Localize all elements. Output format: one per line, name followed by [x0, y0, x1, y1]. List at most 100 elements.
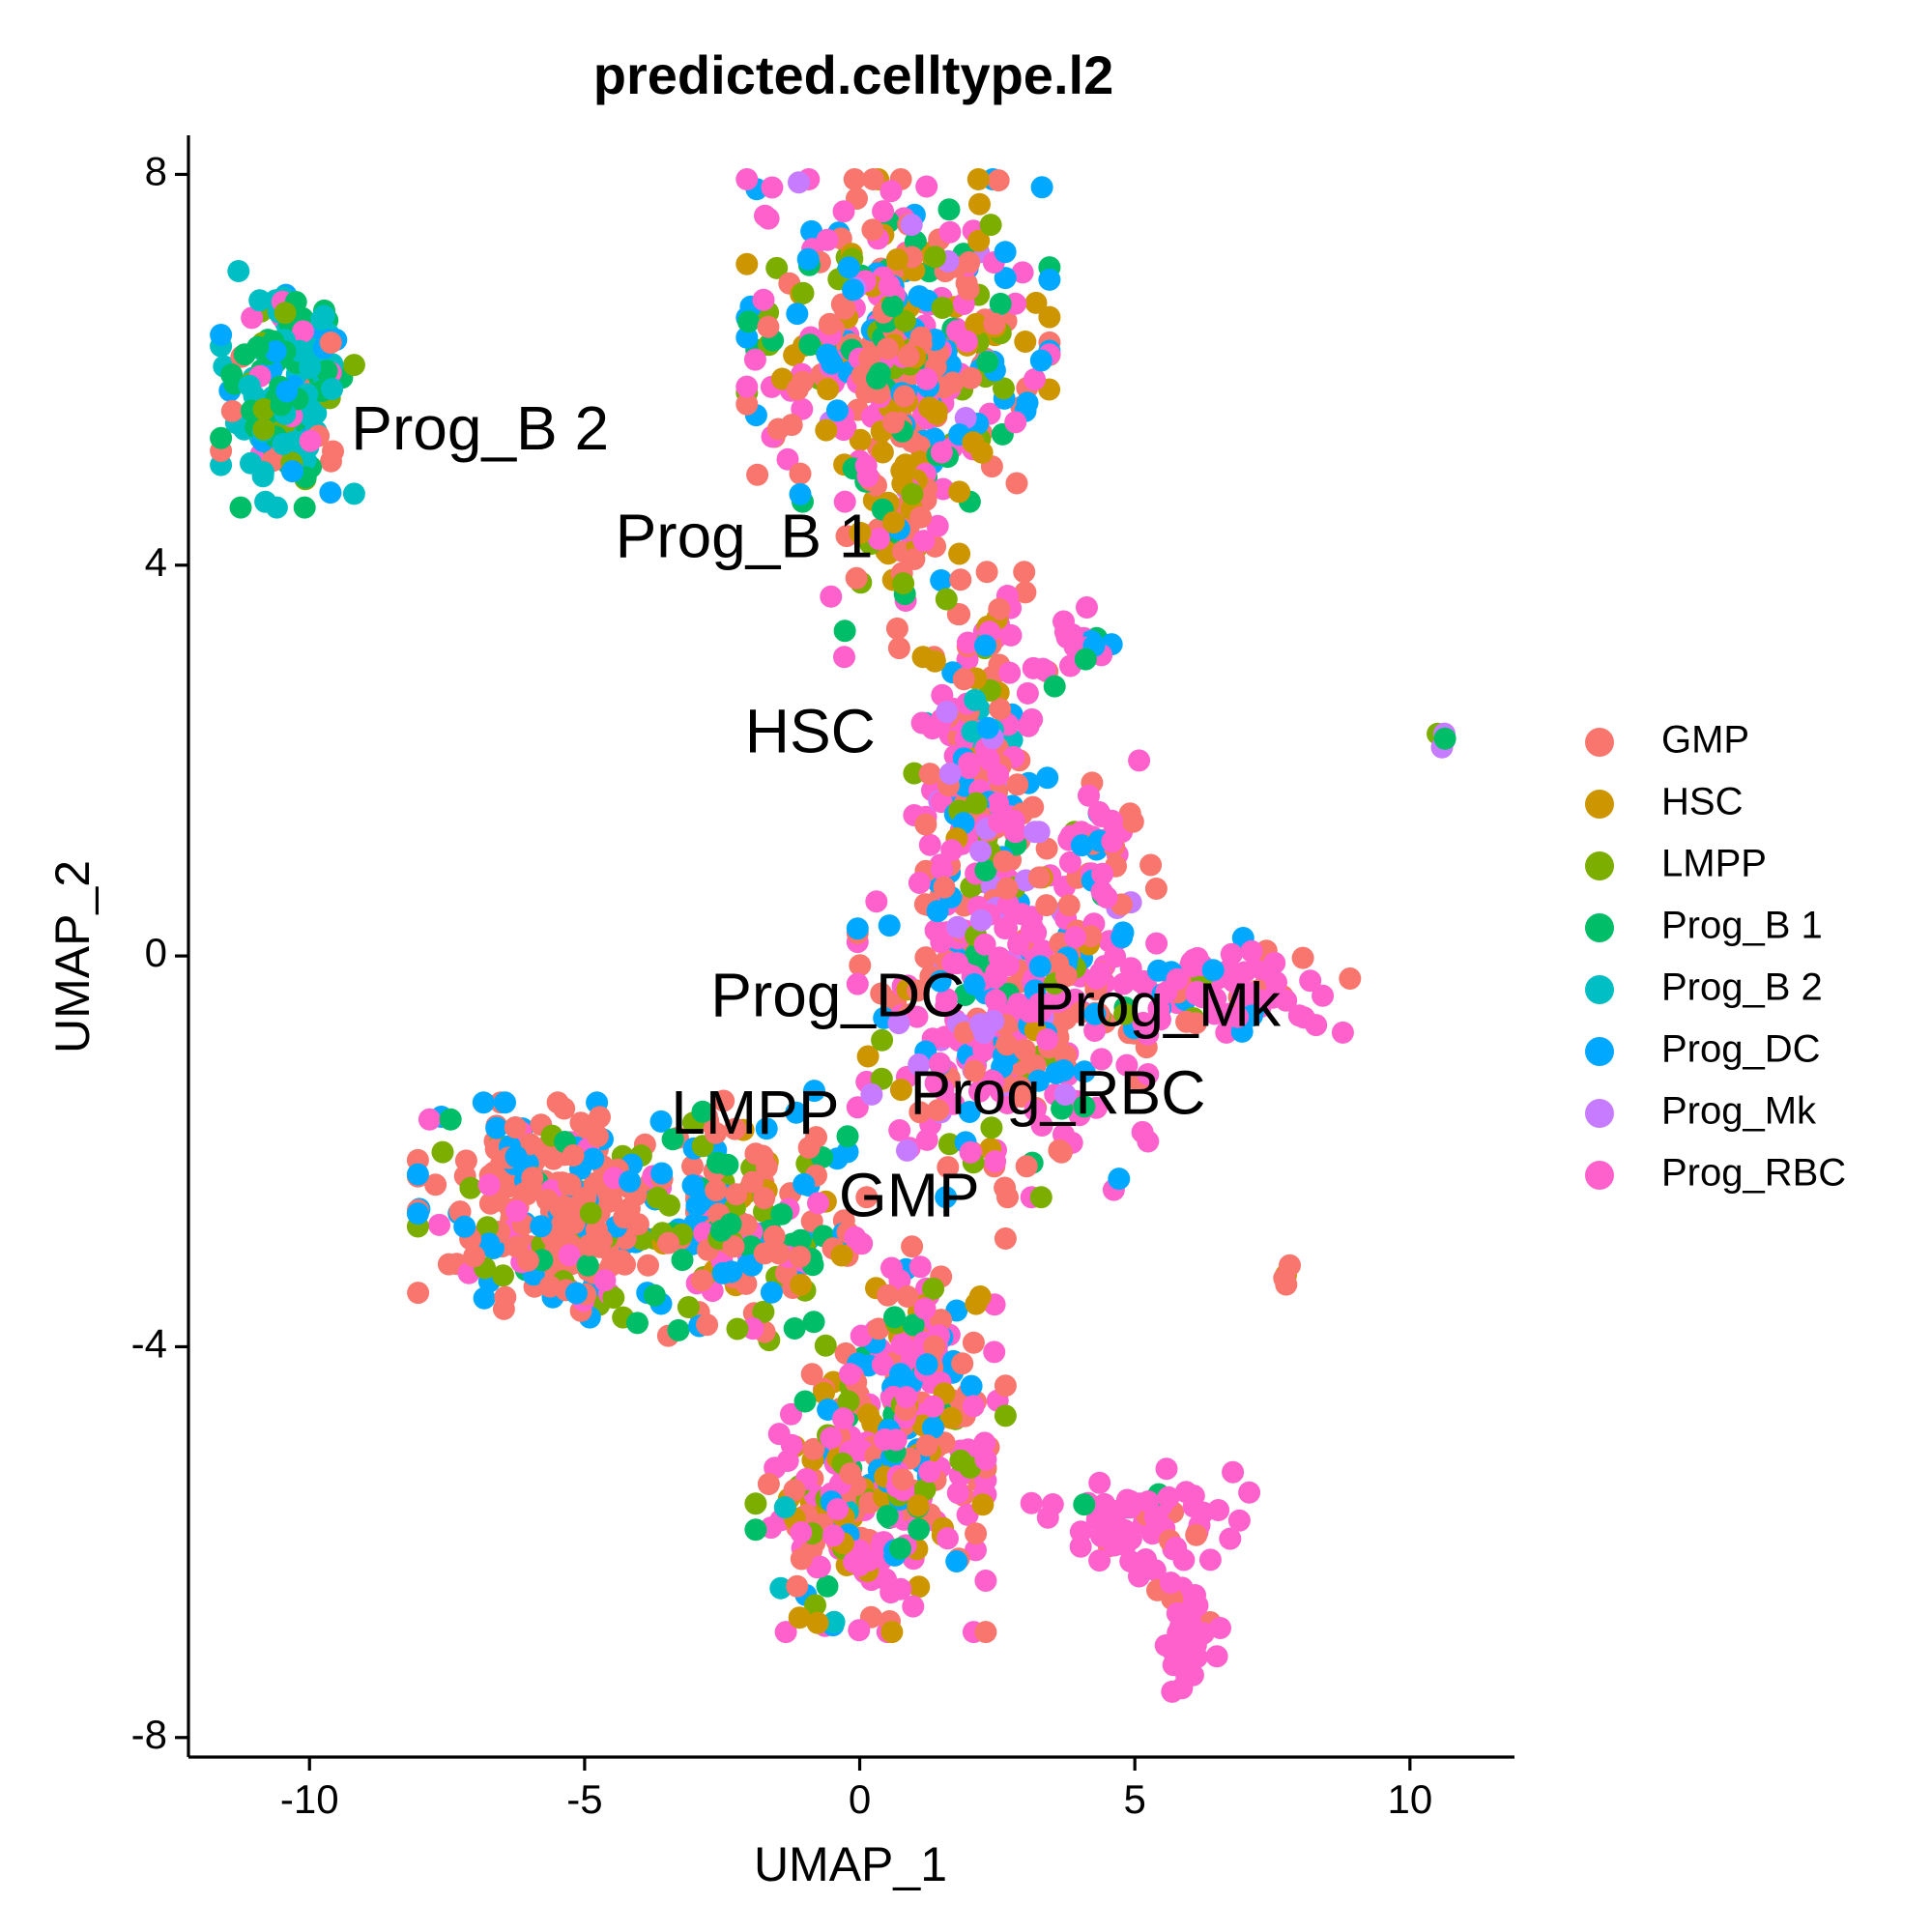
point-prog-rbc: [851, 1232, 874, 1255]
point-prog-dc: [1038, 268, 1061, 291]
point-prog-rbc: [1024, 368, 1046, 390]
point-lmpp: [965, 792, 988, 815]
point-gmp: [546, 1091, 569, 1114]
point-gmp: [839, 1462, 862, 1485]
point-prog-rbc: [872, 200, 895, 223]
point-prog-dc: [1027, 1069, 1051, 1092]
point-gmp: [424, 1173, 447, 1197]
point-gmp: [918, 763, 941, 786]
point-gmp: [735, 392, 759, 416]
point-gmp: [789, 462, 812, 485]
point-prog-rbc: [826, 1498, 850, 1521]
point-prog-rbc: [1036, 1028, 1059, 1051]
point-prog-rbc: [1166, 967, 1189, 991]
point-prog-rbc: [908, 872, 931, 894]
point-gmp: [923, 1335, 946, 1358]
point-gmp: [220, 399, 244, 422]
x-axis-title: UMAP_1: [754, 1837, 947, 1891]
point-gmp: [1291, 946, 1314, 969]
point-hsc: [962, 431, 985, 454]
point-prog-rbc: [922, 1395, 945, 1418]
point-prog-rbc: [1024, 1099, 1047, 1122]
point-gmp: [783, 1479, 806, 1502]
point-gmp: [690, 1269, 713, 1292]
point-prog-rbc: [1312, 984, 1335, 1007]
point-prog-dc: [929, 969, 952, 993]
point-prog-dc: [530, 1215, 553, 1238]
point-prog-rbc: [850, 1324, 873, 1347]
point-gmp: [1015, 1155, 1038, 1178]
point-prog-rbc: [879, 180, 903, 203]
point-gmp: [861, 218, 884, 242]
point-prog-rbc: [888, 1119, 911, 1141]
point-prog-rbc: [1135, 1548, 1157, 1571]
point-gmp: [1080, 925, 1103, 948]
point-lmpp: [837, 1390, 860, 1413]
point-prog-b-1: [816, 1574, 839, 1598]
point-prog-b-2: [227, 260, 250, 282]
point-gmp: [937, 1156, 960, 1179]
point-prog-rbc: [735, 168, 759, 190]
point-hsc: [908, 1575, 931, 1599]
point-hsc: [788, 1606, 811, 1629]
point-gmp: [763, 1225, 786, 1248]
legend-label-hsc: HSC: [1661, 781, 1743, 823]
point-lmpp: [792, 281, 815, 304]
point-lmpp: [901, 482, 924, 505]
point-gmp: [657, 1231, 680, 1254]
point-lmpp: [602, 1286, 625, 1310]
point-prog-rbc: [890, 1333, 913, 1356]
point-prog-rbc: [865, 890, 888, 913]
point-prog-rbc: [915, 367, 938, 390]
point-prog-rbc: [299, 429, 322, 452]
legend-label-prog-dc: Prog_DC: [1661, 1028, 1821, 1071]
point-prog-rbc: [1016, 681, 1039, 705]
point-prog-dc: [1108, 1168, 1131, 1191]
point-gmp: [867, 1317, 890, 1341]
point-hsc: [948, 542, 971, 565]
point-prog-rbc: [1238, 1481, 1261, 1504]
point-prog-rbc: [889, 1577, 912, 1600]
point-gmp: [965, 1522, 988, 1545]
legend-label-lmpp: LMPP: [1661, 843, 1767, 885]
point-prog-rbc: [928, 1052, 951, 1075]
legend-key-prog-dc: [1585, 1037, 1614, 1066]
point-prog-rbc: [1157, 1485, 1180, 1509]
y-tick-label: -4: [131, 1321, 167, 1367]
point-hsc: [1014, 331, 1037, 353]
point-prog-rbc: [820, 585, 843, 608]
point-hsc: [857, 1403, 879, 1427]
point-lmpp: [937, 1133, 961, 1156]
legend-label-prog-b-2: Prog_B 2: [1661, 966, 1823, 1009]
point-prog-rbc: [984, 989, 1007, 1012]
point-gmp: [993, 850, 1016, 873]
point-prog-dc: [406, 1163, 429, 1186]
legend-label-prog-b-1: Prog_B 1: [1661, 905, 1823, 947]
point-gmp: [757, 1473, 780, 1495]
point-prog-rbc: [934, 1025, 957, 1049]
point-prog-rbc: [820, 1427, 843, 1450]
point-gmp: [885, 617, 908, 640]
point-prog-b-1: [902, 1313, 925, 1337]
point-prog-rbc: [1218, 959, 1240, 981]
point-prog-b-1: [937, 198, 961, 221]
point-gmp: [881, 411, 905, 434]
cluster-label-lmpp: LMPP: [671, 1078, 839, 1147]
point-prog-b-1: [643, 1283, 666, 1307]
point-prog-b-1: [246, 335, 270, 359]
cluster-label-prog-b-1: Prog_B 1: [616, 501, 874, 570]
point-prog-dc: [494, 1091, 516, 1114]
point-prog-rbc: [846, 972, 869, 995]
point-lmpp: [492, 1264, 514, 1287]
point-lmpp: [252, 418, 275, 441]
point-gmp: [952, 668, 975, 691]
point-prog-dc: [505, 1145, 528, 1168]
point-prog-rbc: [822, 1524, 845, 1547]
point-prog-dc: [926, 900, 949, 923]
point-gmp: [975, 561, 998, 584]
cluster-label-prog-b-2: Prog_B 2: [351, 393, 609, 463]
point-prog-rbc: [816, 228, 839, 251]
point-gmp: [569, 1111, 592, 1135]
point-prog-rbc: [1083, 1020, 1107, 1042]
